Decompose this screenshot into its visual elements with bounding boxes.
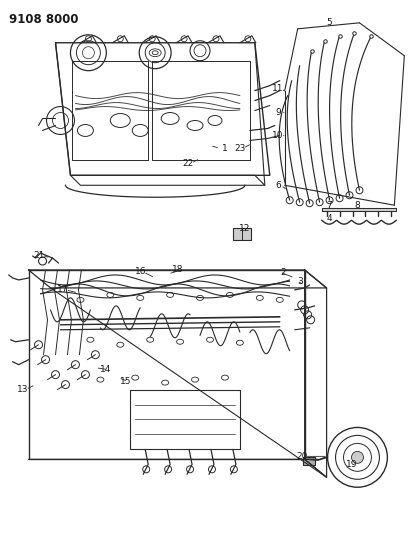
- Text: 5: 5: [327, 18, 332, 27]
- Circle shape: [351, 451, 363, 463]
- Text: 22: 22: [182, 159, 194, 168]
- Text: 8: 8: [355, 201, 360, 209]
- Text: 6: 6: [275, 181, 281, 190]
- Text: 23: 23: [234, 144, 245, 153]
- Text: 16: 16: [134, 268, 146, 277]
- Text: 2: 2: [280, 269, 286, 278]
- Text: 15: 15: [120, 377, 131, 386]
- Text: 12: 12: [239, 224, 251, 232]
- Text: 21: 21: [33, 251, 44, 260]
- Polygon shape: [321, 208, 396, 211]
- Text: 9: 9: [275, 108, 281, 117]
- Text: 19: 19: [346, 460, 357, 469]
- Text: 1: 1: [222, 144, 228, 153]
- Text: 14: 14: [99, 365, 111, 374]
- Text: 17: 17: [57, 285, 68, 294]
- Text: 9108 8000: 9108 8000: [9, 13, 78, 26]
- Text: 13: 13: [17, 385, 28, 394]
- Text: 7: 7: [327, 201, 332, 209]
- Bar: [302, 457, 315, 465]
- Text: 11: 11: [272, 84, 284, 93]
- Bar: [233, 228, 251, 240]
- Text: 4: 4: [327, 214, 332, 223]
- Text: 10: 10: [272, 131, 284, 140]
- Text: 3: 3: [297, 278, 302, 286]
- Text: 20: 20: [296, 452, 307, 461]
- Text: 18: 18: [172, 265, 184, 274]
